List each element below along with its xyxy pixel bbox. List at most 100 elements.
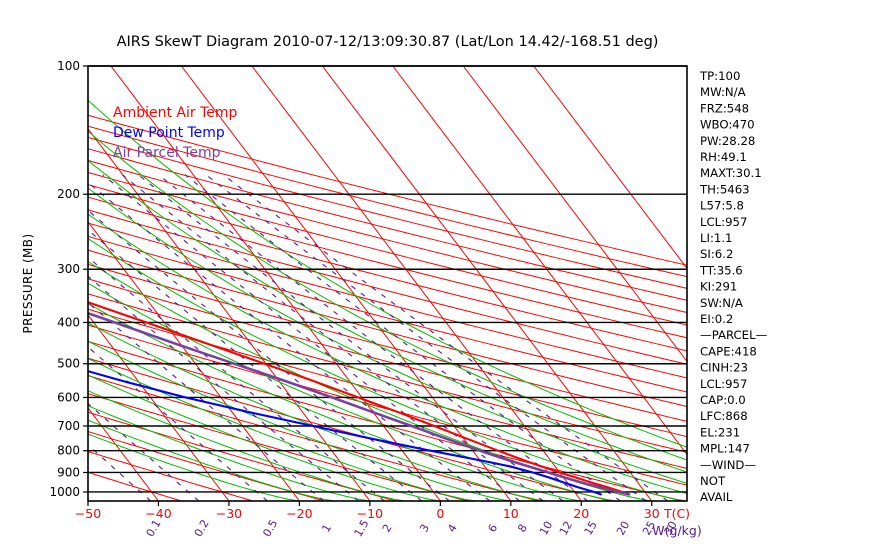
parameter-item: TT:35.6 — [699, 263, 743, 277]
dry-adiabat-line — [88, 114, 687, 266]
mixing-ratio-tick: 6 — [485, 522, 500, 535]
isotherm-line — [88, 221, 300, 501]
mixing-ratio-tick: 10 — [537, 519, 555, 538]
moist-adiabat-line — [88, 213, 687, 494]
parameter-item: KI:291 — [700, 280, 737, 294]
mixing-ratio-line — [205, 174, 647, 501]
parameter-item: EL:231 — [700, 425, 740, 439]
dry-adiabat-line — [88, 235, 687, 393]
parameter-item: CAPE:418 — [700, 344, 757, 358]
bottom-temp-tick: −50 — [75, 506, 101, 521]
dry-adiabat-line — [88, 451, 254, 501]
plot-frame — [87, 65, 688, 502]
bottom-temp-tick: 10 — [503, 506, 519, 521]
moist-adiabat-line — [88, 340, 511, 501]
parameter-item: —PARCEL— — [700, 328, 768, 342]
dry-adiabat-line — [88, 308, 687, 469]
bottom-temp-tick: −20 — [286, 506, 312, 521]
parameter-item: LCL:957 — [700, 215, 747, 229]
moist-adiabat-line — [88, 390, 406, 501]
dry-adiabat-line — [88, 136, 687, 289]
bottom-temp-tick: −30 — [216, 506, 242, 521]
parameter-item: LI:1.1 — [700, 231, 732, 245]
pressure-tick: 1000 — [49, 485, 80, 499]
mixing-ratio-tick: 20 — [614, 519, 632, 538]
isotherm-line — [533, 66, 687, 270]
pressure-tick: 300 — [57, 262, 80, 276]
parameter-item: —WIND— — [700, 458, 756, 472]
pressure-tick: 400 — [57, 315, 80, 329]
isotherm-line — [462, 66, 687, 363]
parameter-item: PW:28.28 — [700, 134, 755, 148]
dry-adiabat-line — [88, 159, 687, 314]
parameter-item: MW:N/A — [700, 85, 746, 99]
parameter-item: MPL:147 — [700, 442, 750, 456]
moist-adiabat-line — [88, 187, 687, 484]
moist-adiabat-line — [88, 282, 617, 501]
dry-adiabat-line — [88, 411, 397, 501]
pressure-tick: 700 — [57, 419, 80, 433]
isotherm-line — [392, 66, 687, 456]
mixing-ratio-tick: 25 — [640, 519, 658, 538]
mixing-ratio-line — [88, 209, 450, 501]
temp-axis-label: T(C) — [663, 506, 690, 521]
dry-adiabat-line — [88, 125, 687, 278]
dry-adiabat-line — [88, 249, 687, 408]
moist-adiabat-line — [88, 99, 687, 448]
parameter-item: TP:100 — [699, 69, 740, 83]
dry-adiabat-line — [88, 278, 687, 438]
pressure-tick: 200 — [57, 187, 80, 201]
dry-adiabat-line — [88, 171, 687, 326]
dry-adiabat-line — [88, 431, 325, 501]
dry-adiabat-line — [88, 196, 687, 352]
moist-adiabat-line — [88, 405, 370, 501]
dry-adiabat-line — [88, 324, 687, 486]
parameter-item: CAP:0.0 — [700, 393, 746, 407]
legend-item-ambient-air-temp: Ambient Air Temp — [113, 105, 238, 121]
parameter-item: TH:5463 — [699, 182, 750, 196]
parameter-item: AVAIL — [700, 490, 733, 504]
mixing-ratio-tick: 0.5 — [260, 517, 280, 539]
profile-curve-ambient-air-temp — [88, 301, 631, 496]
mixing-ratio-tick: 8 — [515, 522, 530, 535]
dry-adiabat-line — [88, 340, 682, 501]
parameter-item: MAXT:30.1 — [700, 166, 762, 180]
dry-adiabat-line — [88, 393, 468, 501]
dry-adiabat-line — [88, 357, 611, 501]
pressure-axis-label: PRESSURE (MB) — [21, 233, 35, 333]
mixing-ratio-tick: 15 — [582, 519, 600, 538]
mixing-axis-label: W(g/kg) — [652, 523, 701, 538]
moist-adiabat-line — [88, 130, 687, 461]
mixing-ratio-tick: 2 — [380, 522, 395, 535]
isotherm-line — [88, 500, 89, 501]
dry-adiabat-line — [88, 293, 687, 453]
pressure-tick: 500 — [57, 357, 80, 371]
mixing-ratio-line — [88, 229, 423, 501]
pressure-tick: 800 — [57, 444, 80, 458]
parameter-item: SW:N/A — [700, 296, 743, 310]
mixing-ratio-line — [88, 275, 359, 501]
parameter-item: RH:49.1 — [700, 150, 747, 164]
parameter-item: CINH:23 — [700, 361, 748, 375]
moist-adiabat-line — [88, 322, 547, 501]
mixing-ratio-line — [222, 174, 669, 501]
parameter-item: SI:6.2 — [700, 247, 733, 261]
mixing-ratio-tick: 12 — [557, 519, 575, 538]
mixing-ratio-tick: 4 — [445, 522, 460, 535]
dry-adiabat-line — [88, 148, 687, 301]
mixing-ratio-line — [184, 174, 621, 501]
bottom-temp-tick: −40 — [145, 506, 171, 521]
bottom-temp-tick: −10 — [357, 506, 383, 521]
mixing-ratio-line — [158, 174, 589, 501]
dry-adiabat-line — [88, 209, 687, 365]
mixing-ratio-tick: 0.2 — [192, 517, 212, 539]
isotherm-line — [0, 66, 18, 501]
mixing-ratio-line — [88, 256, 385, 501]
mixing-ratio-line — [88, 181, 491, 501]
mixing-ratio-tick: 30 — [662, 519, 680, 538]
parameter-item: WBO:470 — [700, 118, 755, 132]
pressure-tick: 600 — [57, 390, 80, 404]
pressure-tick: 900 — [57, 465, 80, 479]
parameter-item: FRZ:548 — [700, 101, 749, 115]
bottom-temp-tick: 20 — [573, 506, 589, 521]
